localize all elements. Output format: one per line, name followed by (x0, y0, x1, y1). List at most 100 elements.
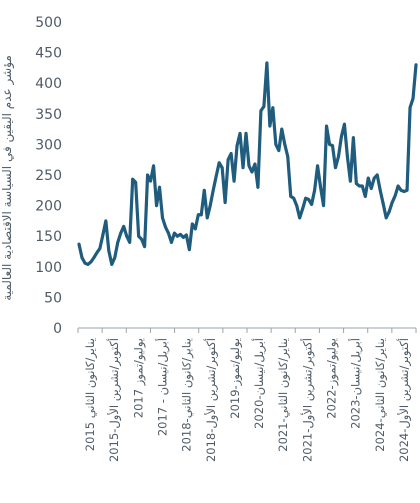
data-point (274, 143, 278, 146)
data-point (229, 152, 233, 155)
data-point (158, 185, 161, 189)
data-point (289, 195, 293, 198)
data-point (286, 155, 290, 159)
data-point (405, 188, 409, 192)
data-point (164, 225, 167, 229)
data-point (199, 213, 203, 217)
data-point (387, 210, 391, 214)
x-tick-label: أبريل/نيسان-2020 (251, 338, 267, 429)
data-point (295, 204, 299, 208)
data-points (77, 61, 418, 266)
data-point (280, 127, 284, 131)
data-point (313, 188, 316, 192)
data-point (80, 256, 84, 260)
data-point (378, 188, 382, 192)
data-point (173, 231, 176, 235)
data-point (277, 149, 281, 152)
data-point (393, 194, 397, 198)
data-point (214, 174, 218, 178)
data-point (402, 190, 406, 193)
data-point (322, 204, 325, 208)
data-point (340, 135, 343, 138)
y-tick-label: 0 (53, 321, 62, 337)
data-point (131, 177, 135, 181)
data-point (396, 184, 400, 188)
y-tick-label: 300 (35, 137, 62, 153)
data-point (89, 260, 93, 264)
data-point (292, 196, 296, 200)
data-point (92, 256, 96, 260)
x-tick-label: أكتوبر/تشرين الأول-2015 (106, 338, 122, 462)
data-point (211, 188, 215, 192)
data-point (140, 237, 144, 241)
data-point (128, 240, 132, 244)
data-point (202, 188, 206, 192)
data-point (143, 245, 147, 249)
data-point (381, 202, 385, 206)
data-point (113, 256, 117, 260)
data-point (262, 105, 266, 108)
data-point (217, 161, 221, 165)
data-point (357, 184, 361, 188)
data-point (196, 213, 200, 217)
data-point (223, 201, 227, 204)
data-point (232, 179, 236, 183)
data-point (331, 144, 334, 148)
data-point (104, 219, 108, 223)
x-tick-label: أكتوبر/تشرين الأول-2024 (396, 338, 412, 462)
data-point (193, 227, 197, 231)
data-point (351, 136, 355, 140)
data-point (244, 131, 248, 135)
data-point (256, 185, 260, 189)
data-point (184, 233, 188, 237)
x-tick-label: يناير/كانون الثاني 2015 (83, 338, 98, 451)
y-tick-label: 50 (44, 290, 62, 306)
data-point (146, 173, 149, 177)
data-point (328, 143, 331, 146)
data-point (360, 184, 364, 188)
data-point (369, 187, 373, 190)
data-point (265, 61, 269, 65)
data-point (170, 240, 173, 244)
data-point (250, 170, 254, 174)
data-point (134, 180, 138, 184)
data-point (235, 144, 239, 148)
x-tick-label: يناير/كانون الثاني-2024 (373, 338, 388, 452)
data-point (411, 97, 415, 100)
y-tick-label: 100 (35, 260, 62, 276)
data-point (304, 196, 308, 200)
data-point (343, 122, 346, 126)
data-point (375, 173, 379, 177)
y-axis-label: مؤشر عدم اليقين في السياسة الاقتصادية ال… (0, 55, 15, 301)
data-point (408, 106, 412, 110)
x-tick-label: يوليو/تموز 2017 (131, 338, 146, 418)
data-point (220, 166, 224, 170)
x-tick-label: يناير/كانون الثاني-2018 (180, 338, 195, 452)
x-tick-label: أكتوبر/تشرين الأول-2021 (299, 338, 315, 462)
data-point (107, 249, 111, 253)
data-point (226, 158, 230, 162)
data-point (348, 179, 352, 183)
data-point (110, 262, 114, 266)
y-tick-label: 350 (35, 107, 62, 123)
x-tick-label: أكتوبر/تشرين الأول-2018 (203, 338, 219, 462)
data-point (247, 164, 251, 168)
x-axis-ticks: يناير/كانون الثاني 2015 أكتوبر/تشرين الأو… (77, 328, 417, 462)
data-point (181, 236, 185, 239)
data-point (268, 124, 272, 128)
data-point (307, 198, 311, 201)
series-line (77, 61, 418, 266)
data-point (253, 162, 257, 166)
data-point (334, 166, 337, 170)
y-tick-label: 200 (35, 199, 62, 215)
data-point (298, 216, 302, 220)
y-tick-label: 150 (35, 229, 62, 245)
data-point (122, 225, 126, 228)
x-tick-label: يناير/كانون الثاني-2021 (276, 338, 291, 452)
y-tick-label: 500 (35, 15, 62, 31)
data-point (119, 231, 123, 235)
data-point (101, 233, 105, 237)
data-point (161, 216, 164, 220)
